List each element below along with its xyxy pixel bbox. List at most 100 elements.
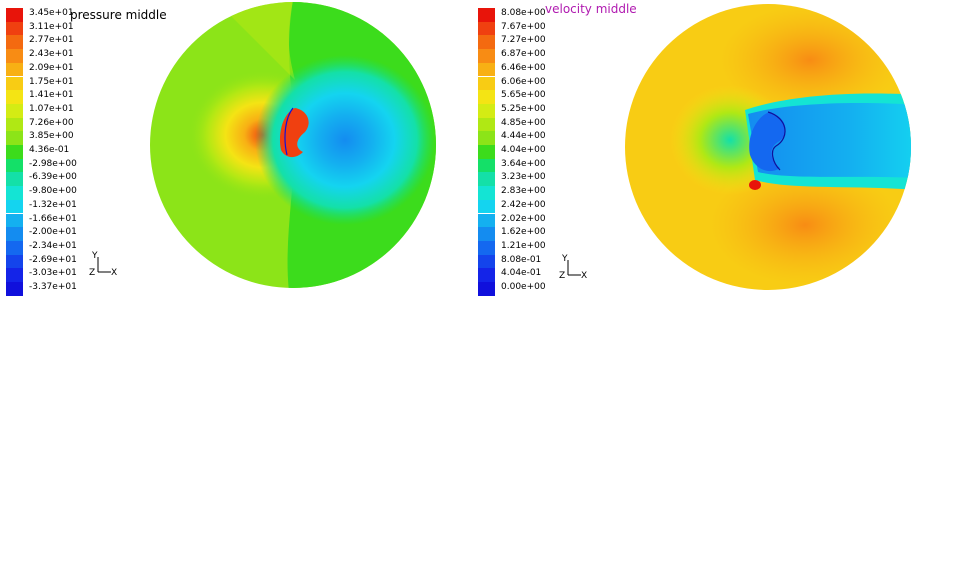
pressure-legend-swatch [6,145,23,159]
velocity-legend-swatch [478,199,495,214]
pressure-contour-panel: 3.45e+01 3.11e+01 2.77e+01 2.43e+01 2.09e+01… [0,0,470,300]
pressure-legend-item: 3.85e+00 [6,131,76,145]
pressure-legend-item: -1.66e+01 [6,213,77,228]
pressure-legend-swatch [6,268,23,282]
pressure-legend-label: -1.66e+01 [29,213,77,224]
pressure-legend-label: 1.41e+01 [29,90,74,101]
pressure-legend-swatch [6,227,23,241]
pressure-contour-plot [150,2,436,288]
pressure-legend-item: -2.34e+01 [6,240,77,255]
velocity-legend-label: 4.04e+00 [501,145,546,155]
pressure-legend-swatch [6,240,23,255]
velocity-legend-swatch [478,90,495,104]
pressure-legend-label: 2.09e+01 [29,62,74,73]
velocity-legend-label: 4.04e-01 [501,268,542,279]
velocity-legend-item: 2.83e+00 [478,186,548,200]
pressure-legend-item: 2.09e+01 [6,62,76,77]
pressure-legend-item: -9.80e+00 [6,186,77,200]
pressure-legend-label: 2.77e+01 [29,35,74,46]
pressure-legend-label: 3.11e+01 [29,21,74,32]
pressure-legend-label: -2.69e+01 [29,254,77,265]
velocity-axis-x-label: X [581,271,588,281]
velocity-legend-label: 2.83e+00 [501,186,546,197]
velocity-legend-swatch [478,268,495,282]
velocity-legend-swatch [478,49,495,63]
velocity-legend-item: 6.06e+00 [478,76,548,91]
velocity-legend-item: 1.62e+00 [478,227,548,241]
velocity-legend-swatch [478,282,495,296]
pressure-legend-item: 4.36e-01 [6,145,76,159]
pressure-legend-swatch [6,158,23,173]
pressure-legend-swatch [6,172,23,187]
velocity-legend-item: 2.42e+00 [478,199,548,214]
velocity-axis-triad-icon [567,260,581,276]
pressure-legend-label: 7.26e+00 [29,117,74,128]
pressure-legend-swatch [6,49,23,63]
velocity-legend-swatch [478,172,495,187]
velocity-legend-item: 4.04e-01 [478,268,548,282]
velocity-legend-label: 6.46e+00 [501,62,546,73]
pressure-legend-swatch [6,90,23,104]
velocity-legend-label: 7.67e+00 [501,21,546,32]
pressure-legend-label: -2.98e+00 [29,158,77,169]
velocity-legend-swatch [478,35,495,50]
velocity-legend-item: 2.02e+00 [478,213,548,228]
velocity-legend-item: 6.87e+00 [478,49,548,63]
pressure-legend-swatch [6,213,23,228]
pressure-legend-item: 1.41e+01 [6,90,76,104]
velocity-legend-swatch [478,103,495,118]
pressure-legend-item: -1.32e+01 [6,199,77,214]
velocity-legend-label: 6.06e+00 [501,76,546,87]
pressure-axis-triad-icon [97,257,111,273]
velocity-legend-swatch [478,240,495,255]
pressure-legend-item: -2.69e+01 [6,254,77,269]
velocity-legend-item: 8.08e+00 [478,8,548,22]
velocity-legend-label: 2.42e+00 [501,199,546,210]
velocity-legend-swatch [478,145,495,159]
velocity-legend-swatch [478,131,495,145]
velocity-legend-item: 0.00e+00 [478,282,548,296]
pressure-legend-item: 3.11e+01 [6,21,76,36]
pressure-legend-swatch [6,131,23,145]
pressure-legend-swatch [6,254,23,269]
pressure-legend-swatch [6,117,23,132]
velocity-legend-label: 3.64e+00 [501,158,546,169]
velocity-legend-swatch [478,8,495,22]
velocity-legend-label: 2.02e+00 [501,213,546,224]
pressure-legend-label: 3.45e+01 [29,8,74,18]
pressure-legend-item: -6.39e+00 [6,172,77,187]
velocity-legend-label: 5.65e+00 [501,90,546,101]
pressure-legend-swatch [6,62,23,77]
pressure-legend-label: -1.32e+01 [29,199,77,210]
velocity-legend-label: 7.27e+00 [501,35,546,46]
pressure-legend-swatch [6,186,23,200]
velocity-legend-label: 4.85e+00 [501,117,546,128]
velocity-axis-z-label: Z [559,271,566,281]
pressure-legend-label: -3.03e+01 [29,268,77,279]
pressure-legend-item: -2.98e+00 [6,158,77,173]
velocity-legend-label: 8.08e-01 [501,254,542,265]
velocity-axis-y-label: Y [562,254,568,264]
velocity-legend-swatch [478,213,495,228]
pressure-legend-swatch [6,21,23,36]
velocity-contour-plot [625,4,911,290]
velocity-legend-swatch [478,186,495,200]
velocity-legend-label: 5.25e+00 [501,103,546,114]
pressure-legend-label: -6.39e+00 [29,172,77,183]
pressure-axis-y-label: Y [92,251,98,261]
velocity-legend-label: 1.21e+00 [501,240,546,251]
pressure-legend-item: 1.07e+01 [6,103,76,118]
pressure-legend-label: 4.36e-01 [29,145,70,155]
velocity-legend-item: 6.46e+00 [478,62,548,77]
pressure-legend-swatch [6,35,23,50]
pressure-legend-label: -2.34e+01 [29,240,77,251]
pressure-legend-item: -3.03e+01 [6,268,77,282]
velocity-legend-item: 7.27e+00 [478,35,548,50]
velocity-legend-swatch [478,62,495,77]
pressure-legend-swatch [6,199,23,214]
pressure-legend-label: -2.00e+01 [29,227,77,238]
velocity-legend-label: 6.87e+00 [501,49,546,60]
pressure-legend-item: 2.43e+01 [6,49,76,63]
velocity-legend-swatch [478,254,495,269]
pressure-legend-label: 1.75e+01 [29,76,74,87]
